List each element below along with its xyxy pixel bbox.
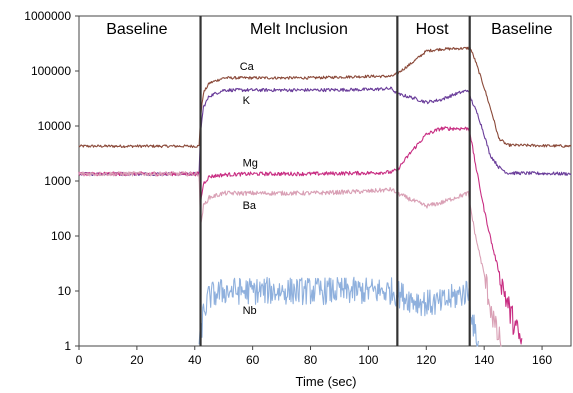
- x-tick-label: 100: [358, 353, 378, 367]
- x-tick-label: 160: [532, 353, 552, 367]
- y-tick-label: 1: [64, 339, 71, 353]
- y-tick-label: 100000: [31, 64, 71, 78]
- series-label-ba: Ba: [243, 200, 257, 212]
- x-tick-label: 20: [130, 353, 144, 367]
- series-label-ca: Ca: [240, 61, 255, 73]
- region-label-2: Melt Inclusion: [250, 21, 348, 38]
- axes: 0 20 40 60 80 100 120 140 160 1 10 100 1000 10000 1000…: [24, 9, 552, 367]
- series-line-ca: [78, 45, 572, 149]
- series-line-ba: [78, 171, 502, 347]
- series-label-nb: Nb: [243, 305, 257, 317]
- region-label-1: Baseline: [106, 21, 167, 38]
- region-boundaries: [199, 16, 471, 346]
- series-layer: [78, 45, 572, 347]
- x-tick-label: 0: [76, 353, 83, 367]
- labels: Ca K Mg Ba Nb Baseline Melt Inclusion Host Basel…: [106, 21, 552, 317]
- x-axis-title: Time (sec): [296, 374, 357, 389]
- region-label-3: Host: [416, 21, 449, 38]
- region-label-4: Baseline: [491, 21, 552, 38]
- x-tick-label: 80: [304, 353, 318, 367]
- x-tick-label: 60: [246, 353, 260, 367]
- series-label-k: K: [243, 95, 251, 107]
- y-tick-label: 1000000: [24, 9, 71, 23]
- x-tick-label: 120: [416, 353, 436, 367]
- y-tick-label: 1000: [44, 174, 71, 188]
- x-tick-label: 40: [188, 353, 202, 367]
- y-tick-label: 10000: [38, 119, 72, 133]
- y-tick-label: 100: [51, 229, 71, 243]
- series-line-nb: [198, 276, 479, 347]
- series-label-mg: Mg: [243, 158, 258, 170]
- x-tick-label: 140: [474, 353, 494, 367]
- y-tick-label: 10: [58, 284, 72, 298]
